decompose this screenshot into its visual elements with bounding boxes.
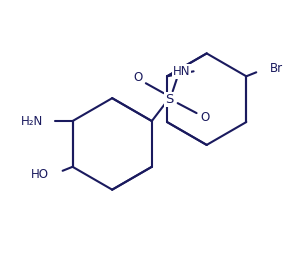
- Text: HO: HO: [31, 168, 49, 181]
- Text: HN: HN: [173, 65, 190, 78]
- Text: Br: Br: [270, 62, 283, 75]
- Text: H₂N: H₂N: [20, 114, 43, 127]
- Text: O: O: [200, 111, 209, 124]
- Text: S: S: [165, 93, 174, 106]
- Text: O: O: [133, 71, 142, 84]
